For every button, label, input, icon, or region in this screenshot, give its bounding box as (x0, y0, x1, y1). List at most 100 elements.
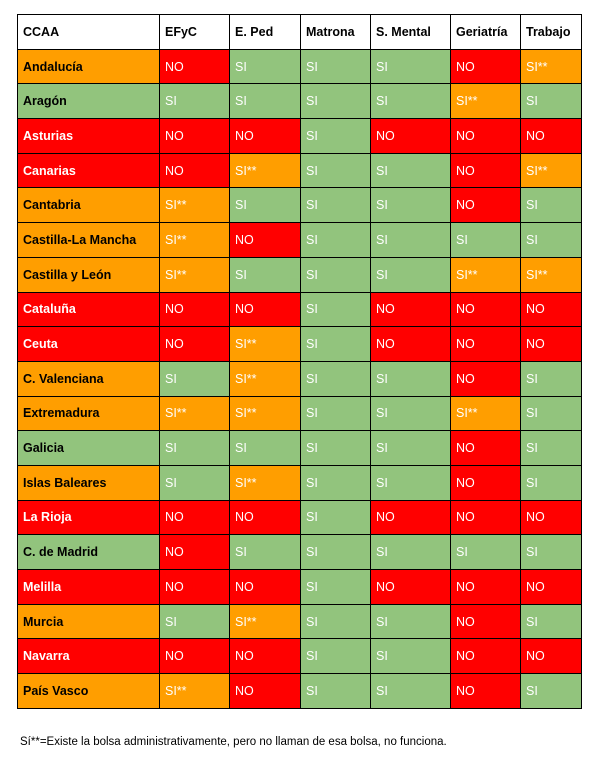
header-s-mental: S. Mental (370, 14, 451, 50)
region-cell: C. de Madrid (17, 534, 160, 570)
efyc-cell: NO (159, 118, 230, 154)
efyc-cell: SI (159, 464, 230, 501)
s-mental-cell: SI (370, 152, 451, 189)
table-row: C. de Madrid NO SI SI SI SI SI (17, 534, 582, 570)
matrona-cell: SI (300, 326, 371, 362)
s-mental-cell: SI (370, 187, 451, 224)
geriatria-cell: NO (450, 603, 521, 640)
trabajo-cell: SI (520, 222, 582, 258)
region-cell: Ceuta (17, 326, 160, 362)
table-row: Cataluña NO NO SI NO NO NO (17, 291, 582, 328)
region-cell: Islas Baleares (17, 464, 160, 501)
efyc-cell: NO (159, 152, 230, 189)
trabajo-cell: SI (520, 534, 582, 570)
region-cell: Cataluña (17, 291, 160, 328)
geriatria-cell: NO (450, 673, 521, 709)
table-row: Castilla-La Mancha SI** NO SI SI SI SI (17, 222, 582, 258)
trabajo-cell: NO (520, 291, 582, 328)
s-mental-cell: NO (370, 118, 451, 154)
matrona-cell: SI (300, 430, 371, 466)
region-cell: Navarra (17, 638, 160, 675)
region-cell: Castilla-La Mancha (17, 222, 160, 258)
region-cell: C. Valenciana (17, 360, 160, 397)
e-ped-cell: NO (229, 569, 301, 605)
geriatria-cell: NO (450, 152, 521, 189)
region-cell: La Rioja (17, 499, 160, 536)
header-e-ped: E. Ped (229, 14, 301, 50)
matrona-cell: SI (300, 569, 371, 605)
s-mental-cell: NO (370, 499, 451, 536)
s-mental-cell: SI (370, 360, 451, 397)
header-matrona: Matrona (300, 14, 371, 50)
e-ped-cell: SI** (229, 360, 301, 397)
matrona-cell: SI (300, 83, 371, 120)
table-row: Canarias NO SI** SI SI NO SI** (17, 152, 582, 189)
e-ped-cell: SI (229, 83, 301, 120)
trabajo-cell: SI** (520, 48, 582, 85)
matrona-cell: SI (300, 48, 371, 85)
matrona-cell: SI (300, 395, 371, 432)
table-row: C. Valenciana SI SI** SI SI NO SI (17, 360, 582, 397)
trabajo-cell: NO (520, 569, 582, 605)
region-cell: Canarias (17, 152, 160, 189)
region-cell: Aragón (17, 83, 160, 120)
region-cell: Extremadura (17, 395, 160, 432)
s-mental-cell: NO (370, 326, 451, 362)
geriatria-cell: SI (450, 534, 521, 570)
matrona-cell: SI (300, 291, 371, 328)
efyc-cell: SI** (159, 256, 230, 293)
table-row: Castilla y León SI** SI SI SI SI** SI** (17, 256, 582, 293)
e-ped-cell: SI** (229, 603, 301, 640)
table-row: Asturias NO NO SI NO NO NO (17, 118, 582, 154)
s-mental-cell: NO (370, 569, 451, 605)
table-row: Galicia SI SI SI SI NO SI (17, 430, 582, 466)
trabajo-cell: NO (520, 638, 582, 675)
trabajo-cell: SI (520, 395, 582, 432)
geriatria-cell: SI** (450, 256, 521, 293)
s-mental-cell: SI (370, 222, 451, 258)
table-row: Extremadura SI** SI** SI SI SI** SI (17, 395, 582, 432)
e-ped-cell: SI** (229, 326, 301, 362)
trabajo-cell: SI (520, 187, 582, 224)
region-cell: Asturias (17, 118, 160, 154)
region-cell: Cantabria (17, 187, 160, 224)
trabajo-cell: SI** (520, 152, 582, 189)
table-row: Aragón SI SI SI SI SI** SI (17, 83, 582, 120)
geriatria-cell: NO (450, 464, 521, 501)
geriatria-cell: NO (450, 48, 521, 85)
matrona-cell: SI (300, 118, 371, 154)
efyc-cell: NO (159, 48, 230, 85)
geriatria-cell: SI (450, 222, 521, 258)
matrona-cell: SI (300, 534, 371, 570)
s-mental-cell: SI (370, 673, 451, 709)
efyc-cell: SI (159, 430, 230, 466)
e-ped-cell: SI (229, 48, 301, 85)
e-ped-cell: NO (229, 291, 301, 328)
geriatria-cell: NO (450, 187, 521, 224)
header-efyc: EFyC (159, 14, 230, 50)
efyc-cell: NO (159, 291, 230, 328)
efyc-cell: SI (159, 83, 230, 120)
geriatria-cell: NO (450, 499, 521, 536)
trabajo-cell: SI (520, 603, 582, 640)
trabajo-cell: SI (520, 360, 582, 397)
table-row: La Rioja NO NO SI NO NO NO (17, 499, 582, 536)
table-row: Navarra NO NO SI SI NO NO (17, 638, 582, 675)
geriatria-cell: NO (450, 360, 521, 397)
region-cell: Murcia (17, 603, 160, 640)
region-cell: País Vasco (17, 673, 160, 709)
matrona-cell: SI (300, 638, 371, 675)
s-mental-cell: SI (370, 464, 451, 501)
header-geriatria: Geriatría (450, 14, 521, 50)
matrona-cell: SI (300, 360, 371, 397)
s-mental-cell: SI (370, 395, 451, 432)
e-ped-cell: SI (229, 187, 301, 224)
e-ped-cell: SI** (229, 395, 301, 432)
trabajo-cell: NO (520, 326, 582, 362)
header-row: CCAA EFyC E. Ped Matrona S. Mental Geria… (17, 14, 582, 50)
table-row: Islas Baleares SI SI** SI SI NO SI (17, 464, 582, 501)
matrona-cell: SI (300, 464, 371, 501)
s-mental-cell: SI (370, 256, 451, 293)
matrona-cell: SI (300, 603, 371, 640)
e-ped-cell: NO (229, 222, 301, 258)
